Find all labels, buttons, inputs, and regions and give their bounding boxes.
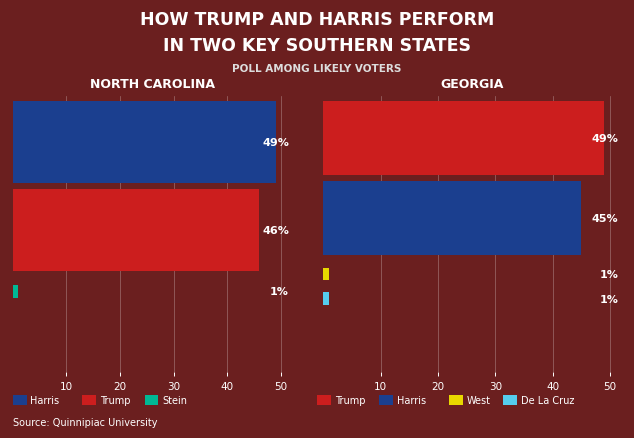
Text: 1%: 1% bbox=[600, 294, 618, 304]
Text: 45%: 45% bbox=[592, 213, 618, 223]
Text: Stein: Stein bbox=[162, 396, 187, 405]
Bar bbox=[323, 268, 329, 280]
Text: 49%: 49% bbox=[592, 134, 618, 144]
Text: HOW TRUMP AND HARRIS PERFORM: HOW TRUMP AND HARRIS PERFORM bbox=[140, 11, 494, 29]
Text: Source: Quinnipiac University: Source: Quinnipiac University bbox=[13, 417, 157, 427]
Text: 49%: 49% bbox=[262, 138, 289, 148]
Text: Trump: Trump bbox=[335, 396, 365, 405]
Bar bbox=[13, 285, 18, 298]
Text: 1%: 1% bbox=[270, 287, 289, 297]
Bar bbox=[13, 190, 259, 271]
Text: West: West bbox=[467, 396, 491, 405]
Text: 1%: 1% bbox=[600, 269, 618, 279]
Text: Harris: Harris bbox=[30, 396, 60, 405]
Bar bbox=[323, 181, 581, 255]
Text: 46%: 46% bbox=[262, 226, 289, 235]
Title: GEORGIA: GEORGIA bbox=[441, 78, 504, 91]
Text: De La Cruz: De La Cruz bbox=[521, 396, 574, 405]
Title: NORTH CAROLINA: NORTH CAROLINA bbox=[89, 78, 215, 91]
Bar bbox=[323, 102, 604, 176]
Bar bbox=[13, 102, 276, 184]
Text: POLL AMONG LIKELY VOTERS: POLL AMONG LIKELY VOTERS bbox=[232, 64, 402, 74]
Text: Trump: Trump bbox=[100, 396, 131, 405]
Text: Harris: Harris bbox=[397, 396, 426, 405]
Text: IN TWO KEY SOUTHERN STATES: IN TWO KEY SOUTHERN STATES bbox=[163, 37, 471, 55]
Bar bbox=[323, 293, 329, 305]
